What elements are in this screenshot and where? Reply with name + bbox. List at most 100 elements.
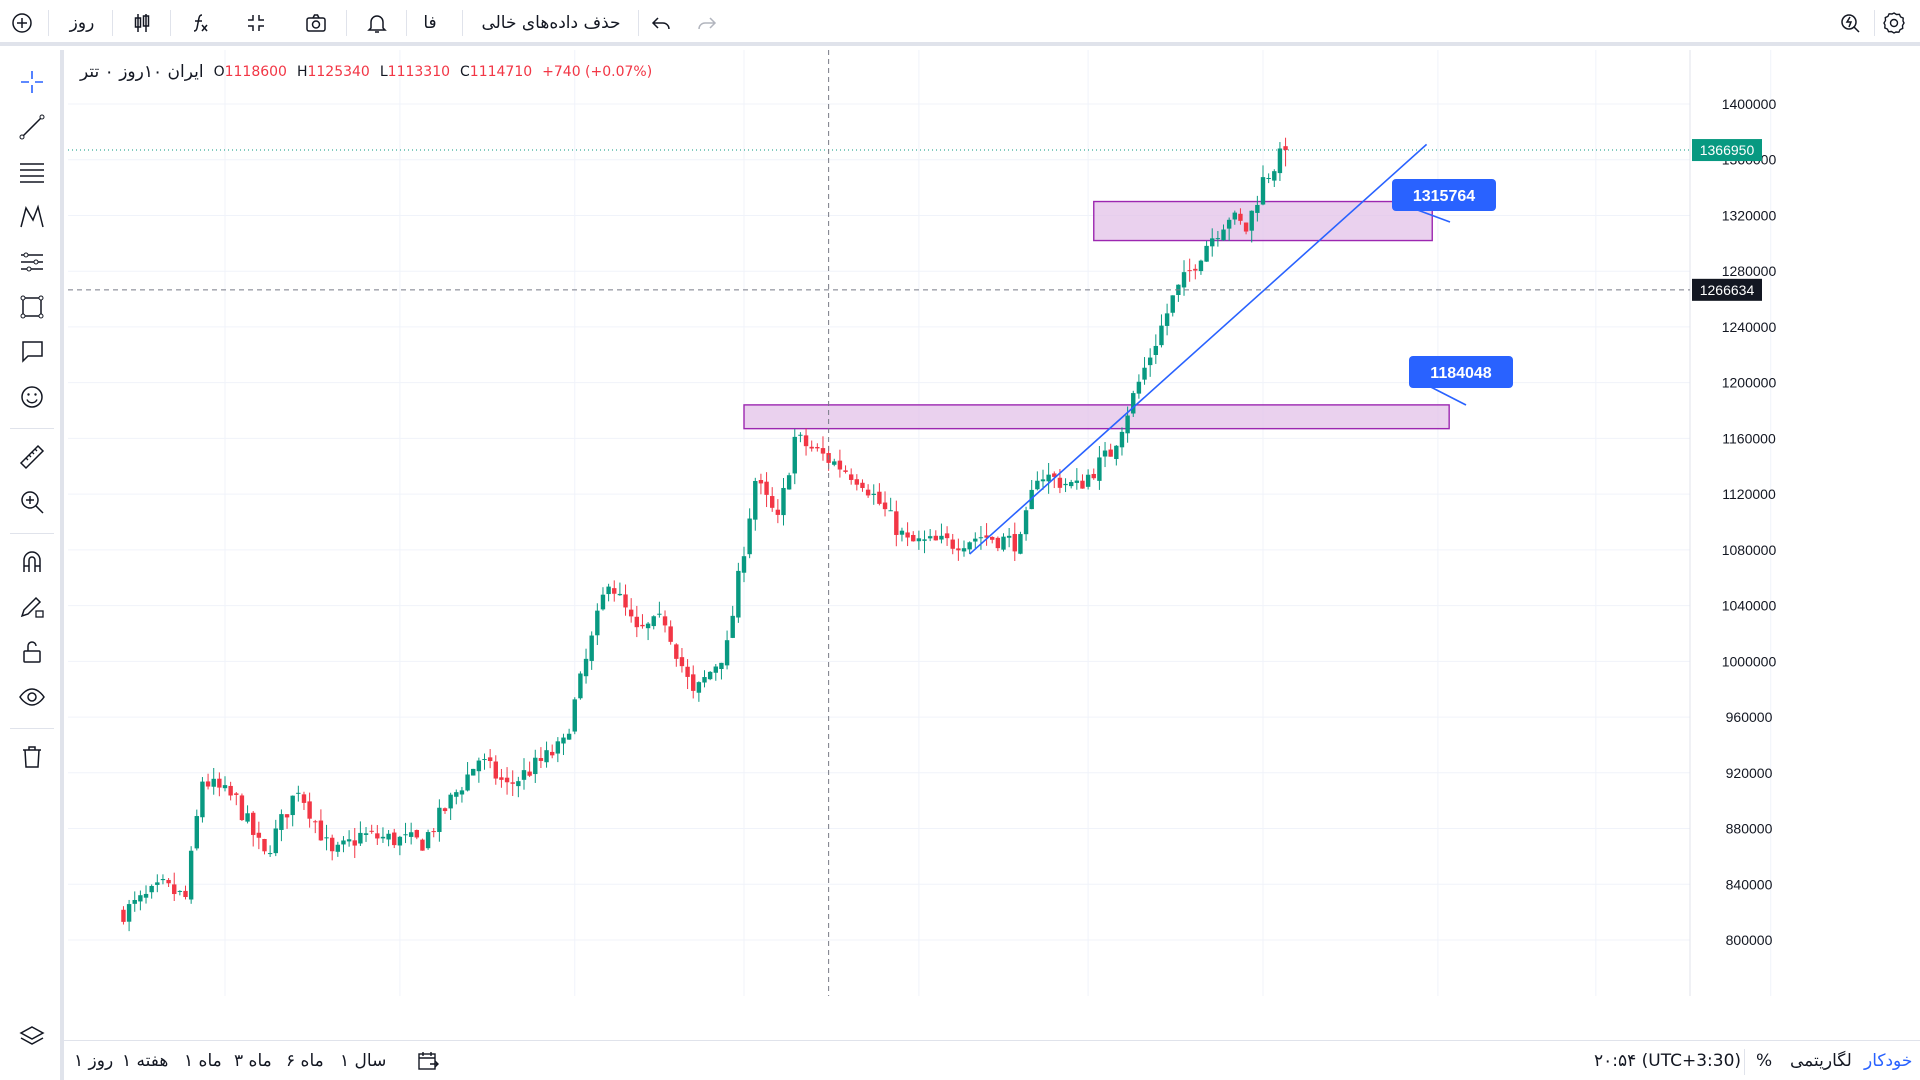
unlock-icon: [23, 641, 41, 663]
range-1w[interactable]: هفته ۱: [122, 1051, 169, 1071]
snapshot-button[interactable]: [301, 6, 331, 40]
trendline-tool[interactable]: [14, 109, 50, 145]
candle-body: [386, 833, 391, 840]
candle-body: [1277, 148, 1283, 174]
candle-body: [770, 496, 775, 508]
chart-type-button[interactable]: [128, 6, 156, 40]
interval-button[interactable]: روز: [69, 13, 95, 33]
gear-icon: [1883, 12, 1905, 34]
range-6m[interactable]: ماه ۶: [286, 1051, 324, 1071]
candle-body: [1085, 474, 1091, 487]
camera-icon: [306, 14, 326, 32]
candle-body: [702, 677, 707, 683]
candle-body: [600, 594, 606, 610]
price-zone[interactable]: [1093, 200, 1433, 242]
fullscreen-button[interactable]: [242, 6, 270, 40]
price-axis-label: 1040000: [1722, 598, 1777, 614]
range-3m[interactable]: ماه ۳: [234, 1051, 272, 1071]
percent-toggle[interactable]: %: [1756, 1051, 1773, 1071]
range-1y[interactable]: سال ۱: [340, 1051, 387, 1071]
lock-drawings-tool[interactable]: [14, 634, 50, 670]
range-1d[interactable]: روز ۱: [74, 1051, 114, 1071]
zone-callout[interactable]: [1409, 356, 1513, 388]
timezone-display[interactable]: ۲۰:۵۴ (UTC+3:30): [1594, 1051, 1742, 1071]
trend-line[interactable]: [969, 143, 1428, 555]
candle-body: [1266, 177, 1271, 179]
candle-body: [561, 737, 566, 744]
alert-button[interactable]: [362, 6, 392, 40]
object-tree-button[interactable]: [14, 1019, 50, 1055]
rectangle-icon: [20, 295, 44, 319]
candle-body: [420, 839, 425, 851]
candle-body: [685, 666, 690, 677]
candle-body: [995, 537, 1001, 549]
zoom-tool[interactable]: [14, 484, 50, 520]
remove-drawings-tool[interactable]: [14, 739, 50, 775]
candle-body: [792, 436, 797, 474]
add-symbol-button[interactable]: [8, 6, 36, 40]
price-axis-label: 1080000: [1722, 542, 1777, 558]
candle-body: [1159, 325, 1164, 346]
range-1m[interactable]: ماه ۱: [184, 1051, 222, 1071]
symbol-title[interactable]: ایران ۱۰روز ۰ تتر: [80, 62, 204, 82]
candle-body: [922, 539, 927, 541]
log-scale-toggle[interactable]: لگاریتمی: [1790, 1051, 1852, 1071]
candle-body: [1170, 295, 1175, 313]
language-button[interactable]: فا: [423, 13, 437, 33]
auto-scale-toggle[interactable]: خودکار: [1864, 1051, 1913, 1071]
crosshair-tool[interactable]: [14, 64, 50, 100]
candle-body: [442, 808, 448, 812]
undo-button[interactable]: [648, 6, 674, 40]
annotation-tool[interactable]: [14, 334, 50, 370]
candle-body: [527, 771, 532, 776]
clear-drawings-button[interactable]: حذف داده‌های خالی: [481, 13, 621, 33]
forecast-tool[interactable]: [14, 244, 50, 280]
fib-tool[interactable]: [14, 154, 50, 190]
price-axis-label: 1160000: [1722, 430, 1776, 446]
candle-body: [408, 832, 414, 837]
settings-button[interactable]: [1880, 6, 1908, 40]
candle-body: [1057, 477, 1063, 488]
candle-body: [1232, 212, 1237, 220]
candle-body: [894, 511, 899, 535]
candle-body: [882, 502, 888, 510]
candle-body: [188, 850, 194, 900]
price-chart[interactable]: JulAugSepOctNovDec2026FebMarApr140000013…: [68, 50, 1848, 996]
candle-body: [764, 481, 769, 495]
measure-tool[interactable]: [14, 439, 50, 475]
divider: [638, 10, 639, 36]
stay-in-drawing-tool[interactable]: [14, 589, 50, 625]
candle-body: [499, 777, 504, 780]
candle-body: [262, 839, 267, 852]
candle-body: [634, 616, 640, 628]
trash-icon: [23, 746, 41, 768]
price-zone[interactable]: [743, 404, 1450, 430]
icons-tool[interactable]: [14, 379, 50, 415]
candle-body: [843, 470, 848, 472]
candle-body: [1029, 489, 1034, 510]
candle-body: [747, 518, 752, 555]
shapes-tool[interactable]: [14, 289, 50, 325]
indicators-button[interactable]: [186, 6, 214, 40]
candle-body: [927, 536, 933, 539]
candle-body: [1193, 268, 1198, 271]
candle-body: [555, 741, 561, 754]
candle-body: [1181, 272, 1187, 288]
divider: [10, 428, 54, 429]
pattern-tool[interactable]: [14, 199, 50, 235]
candle-body: [425, 832, 431, 849]
candle-body: [860, 482, 865, 489]
candle-body: [1215, 238, 1221, 240]
candle-body: [595, 610, 600, 636]
candle-body: [950, 539, 955, 549]
candle-body: [865, 489, 871, 496]
magnet-tool[interactable]: [14, 544, 50, 580]
candle-body: [149, 885, 154, 893]
candle-body: [978, 537, 984, 539]
hide-drawings-tool[interactable]: [14, 679, 50, 715]
goto-date-button[interactable]: [416, 1047, 440, 1075]
redo-button[interactable]: [694, 6, 720, 40]
zone-callout[interactable]: [1392, 179, 1496, 211]
price-axis-label: 1200000: [1722, 375, 1777, 391]
quick-search-button[interactable]: [1836, 6, 1864, 40]
